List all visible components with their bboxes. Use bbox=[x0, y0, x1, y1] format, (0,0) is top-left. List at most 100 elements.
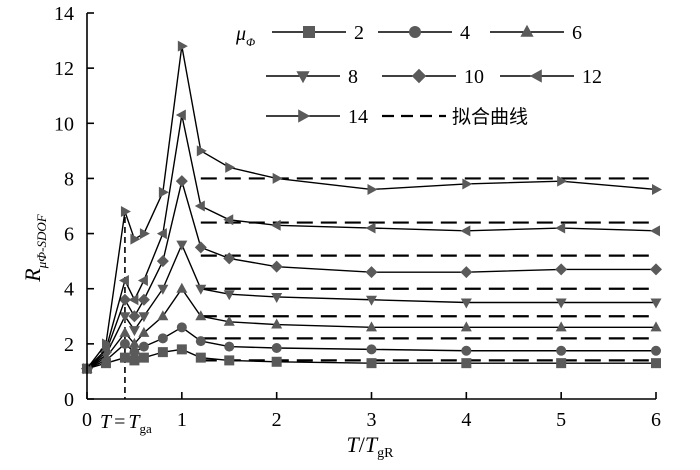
legend-entry-8: 8 bbox=[266, 66, 358, 88]
x-axis-title-sym: T bbox=[365, 432, 379, 457]
data-point bbox=[223, 214, 234, 226]
data-point bbox=[194, 200, 205, 212]
legend-entry-fit: 拟合曲线 bbox=[382, 106, 528, 128]
data-point bbox=[138, 341, 149, 352]
data-point bbox=[224, 355, 235, 366]
data-point bbox=[157, 347, 168, 358]
x-axis-title-slash: / bbox=[359, 432, 366, 457]
x-tick-label: 2 bbox=[272, 409, 282, 431]
data-point bbox=[175, 109, 186, 121]
data-point bbox=[223, 252, 236, 265]
y-tick-label: 4 bbox=[64, 279, 74, 301]
data-point bbox=[223, 315, 235, 326]
data-point bbox=[196, 145, 207, 157]
y-tick-label: 0 bbox=[64, 389, 74, 411]
data-point bbox=[365, 266, 378, 279]
data-point bbox=[366, 344, 377, 355]
data-point bbox=[651, 358, 661, 369]
y-tick-label: 6 bbox=[64, 224, 74, 246]
data-point bbox=[555, 263, 568, 276]
legend-label-10: 10 bbox=[464, 66, 484, 88]
x-tick-label: 6 bbox=[651, 409, 661, 431]
data-point bbox=[461, 358, 472, 369]
legend-label-fit: 拟合曲线 bbox=[452, 106, 528, 128]
data-point bbox=[176, 240, 188, 251]
data-point bbox=[650, 225, 660, 237]
legend-title: μΦ bbox=[235, 23, 255, 49]
x-tick-label: 0 bbox=[82, 409, 92, 431]
legend-label-12: 12 bbox=[582, 66, 602, 88]
legend-marker bbox=[529, 69, 542, 83]
data-point bbox=[271, 342, 282, 353]
data-point bbox=[157, 333, 168, 344]
data-point bbox=[176, 282, 188, 293]
data-point bbox=[461, 345, 472, 356]
x-axis-title-main: T bbox=[347, 432, 361, 457]
data-point bbox=[271, 318, 283, 329]
x-axis-title-sub: gR bbox=[377, 446, 394, 461]
data-point bbox=[555, 298, 567, 309]
data-point bbox=[366, 358, 377, 369]
data-point bbox=[367, 183, 378, 195]
data-point bbox=[128, 326, 140, 337]
data-point bbox=[555, 222, 566, 234]
y-axis-title-main: R bbox=[20, 268, 45, 283]
data-point bbox=[650, 298, 662, 309]
legend-label-2: 2 bbox=[354, 22, 364, 44]
y-tick-label: 12 bbox=[54, 58, 74, 80]
data-point bbox=[556, 358, 567, 369]
legend-entry-6: 6 bbox=[490, 22, 582, 44]
data-point bbox=[195, 336, 206, 347]
data-point bbox=[555, 321, 567, 332]
data-point bbox=[157, 284, 169, 295]
data-point bbox=[651, 345, 661, 356]
data-point bbox=[195, 352, 206, 363]
data-point bbox=[195, 310, 207, 321]
data-point bbox=[139, 228, 150, 240]
legend-label-14: 14 bbox=[348, 106, 368, 128]
data-point bbox=[175, 175, 188, 188]
legend-marker bbox=[409, 26, 421, 38]
data-point bbox=[224, 341, 235, 352]
data-point bbox=[365, 222, 376, 234]
data-point bbox=[138, 352, 149, 363]
data-point bbox=[272, 172, 283, 184]
data-point bbox=[138, 326, 150, 337]
data-point bbox=[119, 338, 130, 349]
data-point bbox=[118, 274, 129, 286]
y-tick-label: 2 bbox=[64, 334, 74, 356]
data-point bbox=[460, 266, 473, 279]
data-point bbox=[128, 294, 139, 306]
annotation-rhs: T bbox=[128, 411, 141, 433]
data-point bbox=[270, 260, 283, 273]
data-point bbox=[99, 343, 110, 355]
data-point bbox=[137, 274, 148, 286]
annotation-rhs-sub: ga bbox=[140, 421, 153, 436]
legend-marker bbox=[296, 71, 310, 84]
data-point bbox=[650, 321, 662, 332]
data-point bbox=[556, 345, 567, 356]
data-point bbox=[194, 241, 207, 254]
legend-entry-10: 10 bbox=[382, 66, 484, 88]
data-point bbox=[223, 290, 235, 301]
data-point bbox=[271, 356, 282, 367]
y-tick-label: 14 bbox=[54, 3, 74, 25]
legend-marker bbox=[520, 24, 534, 37]
data-point bbox=[225, 161, 236, 173]
data-point bbox=[129, 355, 140, 366]
y-tick-label: 8 bbox=[64, 168, 74, 190]
annotation-eq: = bbox=[114, 411, 125, 433]
data-point bbox=[366, 321, 377, 332]
data-point bbox=[138, 312, 150, 323]
data-point bbox=[137, 293, 150, 306]
legend-title-main: μ bbox=[235, 23, 246, 45]
annotation-label: T = Tga bbox=[100, 411, 152, 436]
legend: μΦ 2 4 6 8 10 12 14 拟合曲线 bbox=[235, 22, 602, 128]
y-axis-title: RμΦ-SDOF bbox=[20, 213, 49, 282]
data-point bbox=[156, 228, 167, 240]
data-point bbox=[119, 352, 130, 363]
data-point bbox=[176, 322, 187, 333]
y-tick-label: 10 bbox=[54, 113, 74, 135]
